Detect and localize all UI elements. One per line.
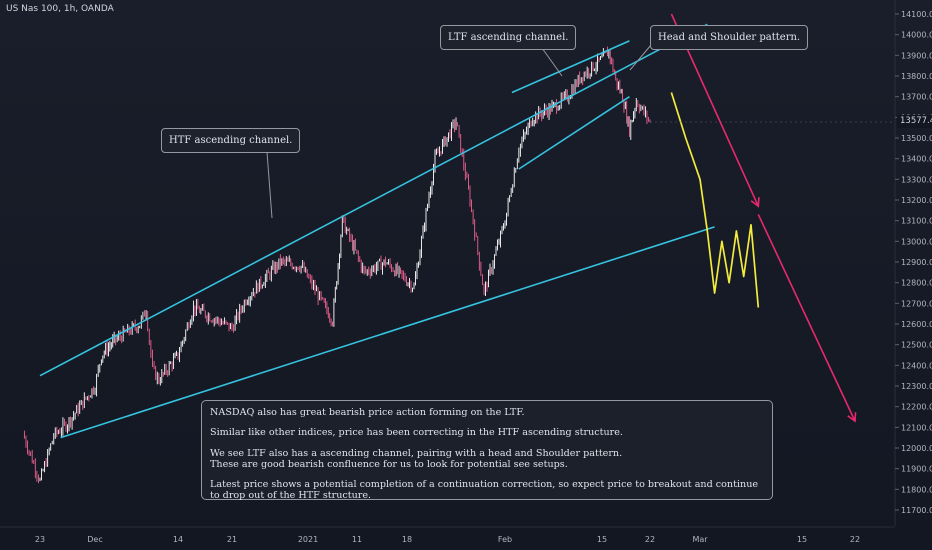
price-tick-label: 12600.0 [901, 320, 932, 329]
price-tick-label: 14100.0 [901, 10, 932, 19]
price-tick-label: 12400.0 [901, 361, 932, 370]
time-tick-label: 14 [173, 535, 183, 544]
trendline-htf-upper [39, 23, 708, 377]
htf-channel-callout: HTF ascending channel. [161, 128, 301, 153]
price-tick-label: 13300.0 [901, 175, 932, 184]
projection-path [670, 92, 760, 308]
price-tick-label: 12100.0 [901, 423, 932, 432]
note-line-3a: We see LTF also has a ascending channel,… [210, 447, 623, 459]
price-tick-label: 13700.0 [901, 93, 932, 102]
time-tick-label: 18 [402, 535, 412, 544]
price-tick-label: 12900.0 [901, 258, 932, 267]
price-tick-label: 12200.0 [901, 403, 932, 412]
last-price-label: 13577.4 [897, 115, 932, 128]
price-tick-label: 13900.0 [901, 51, 932, 60]
note-line-3b: These are good bearish confluence for us… [210, 458, 568, 470]
time-tick-label: 21 [227, 535, 237, 544]
symbol-title: US Nas 100, 1h, OANDA [6, 4, 114, 14]
price-tick-label: 11900.0 [901, 465, 932, 474]
price-tick-label: 13100.0 [901, 217, 932, 226]
time-tick-label: 15 [797, 535, 807, 544]
time-axis[interactable]: 23 Dec 14 21 2021 11 18 Feb 15 22 Mar 15 22 [0, 526, 895, 544]
trendline-htf-lower [60, 226, 715, 439]
time-tick-label: 22 [850, 535, 860, 544]
arrowhead [750, 197, 760, 208]
time-tick-label: 22 [645, 535, 655, 544]
analysis-note: NASDAQ also has great bearish price acti… [201, 400, 773, 502]
price-tick-label: 12300.0 [901, 382, 932, 391]
time-tick-label: 23 [35, 535, 45, 544]
time-tick-label: Dec [87, 535, 102, 544]
price-tick-label: 12700.0 [901, 299, 932, 308]
trendline-ltf-upper [511, 40, 630, 94]
price-tick-label: 14000.0 [901, 31, 932, 40]
price-tick-label: 13200.0 [901, 196, 932, 205]
note-line-2: Similar like other indices, price has be… [210, 427, 623, 439]
bearish-arrow [757, 214, 856, 422]
trendline-ltf-lower [518, 95, 630, 170]
price-tick-label: 13500.0 [901, 134, 932, 143]
head-shoulder-callout: Head and Shoulder pattern. [650, 25, 809, 50]
arrowhead [847, 412, 857, 423]
price-tick-label: 12800.0 [901, 279, 932, 288]
trendlines [39, 23, 715, 439]
price-tick-label: 12500.0 [901, 341, 932, 350]
time-tick-label: Feb [498, 535, 512, 544]
price-tick-label: 13000.0 [901, 237, 932, 246]
projection [670, 92, 760, 308]
callout-pointer [541, 47, 563, 77]
price-axis[interactable]: 14100.014000.013900.013800.013700.013600… [894, 0, 932, 526]
price-tick-label: 12000.0 [901, 444, 932, 453]
time-tick-label: Mar [692, 535, 708, 544]
price-tick-label: 13400.0 [901, 155, 932, 164]
note-line-1: NASDAQ also has great bearish price acti… [210, 407, 525, 418]
bearish-arrows [650, 13, 895, 423]
callout-pointer [629, 44, 652, 71]
ltf-channel-callout: LTF ascending channel. [440, 25, 577, 50]
price-tick-label: 11700.0 [901, 506, 932, 515]
time-tick-label: 2021 [298, 535, 318, 544]
price-tick-label: 11800.0 [901, 485, 932, 494]
note-line-3: We see LTF also has a ascending channel,… [210, 448, 764, 471]
time-tick-label: 15 [597, 535, 607, 544]
callout-pointer [266, 151, 273, 219]
time-tick-label: 11 [352, 535, 362, 544]
price-candles [23, 46, 651, 484]
note-line-4: Latest price shows a potential completio… [210, 479, 759, 502]
price-tick-label: 13800.0 [901, 72, 932, 81]
